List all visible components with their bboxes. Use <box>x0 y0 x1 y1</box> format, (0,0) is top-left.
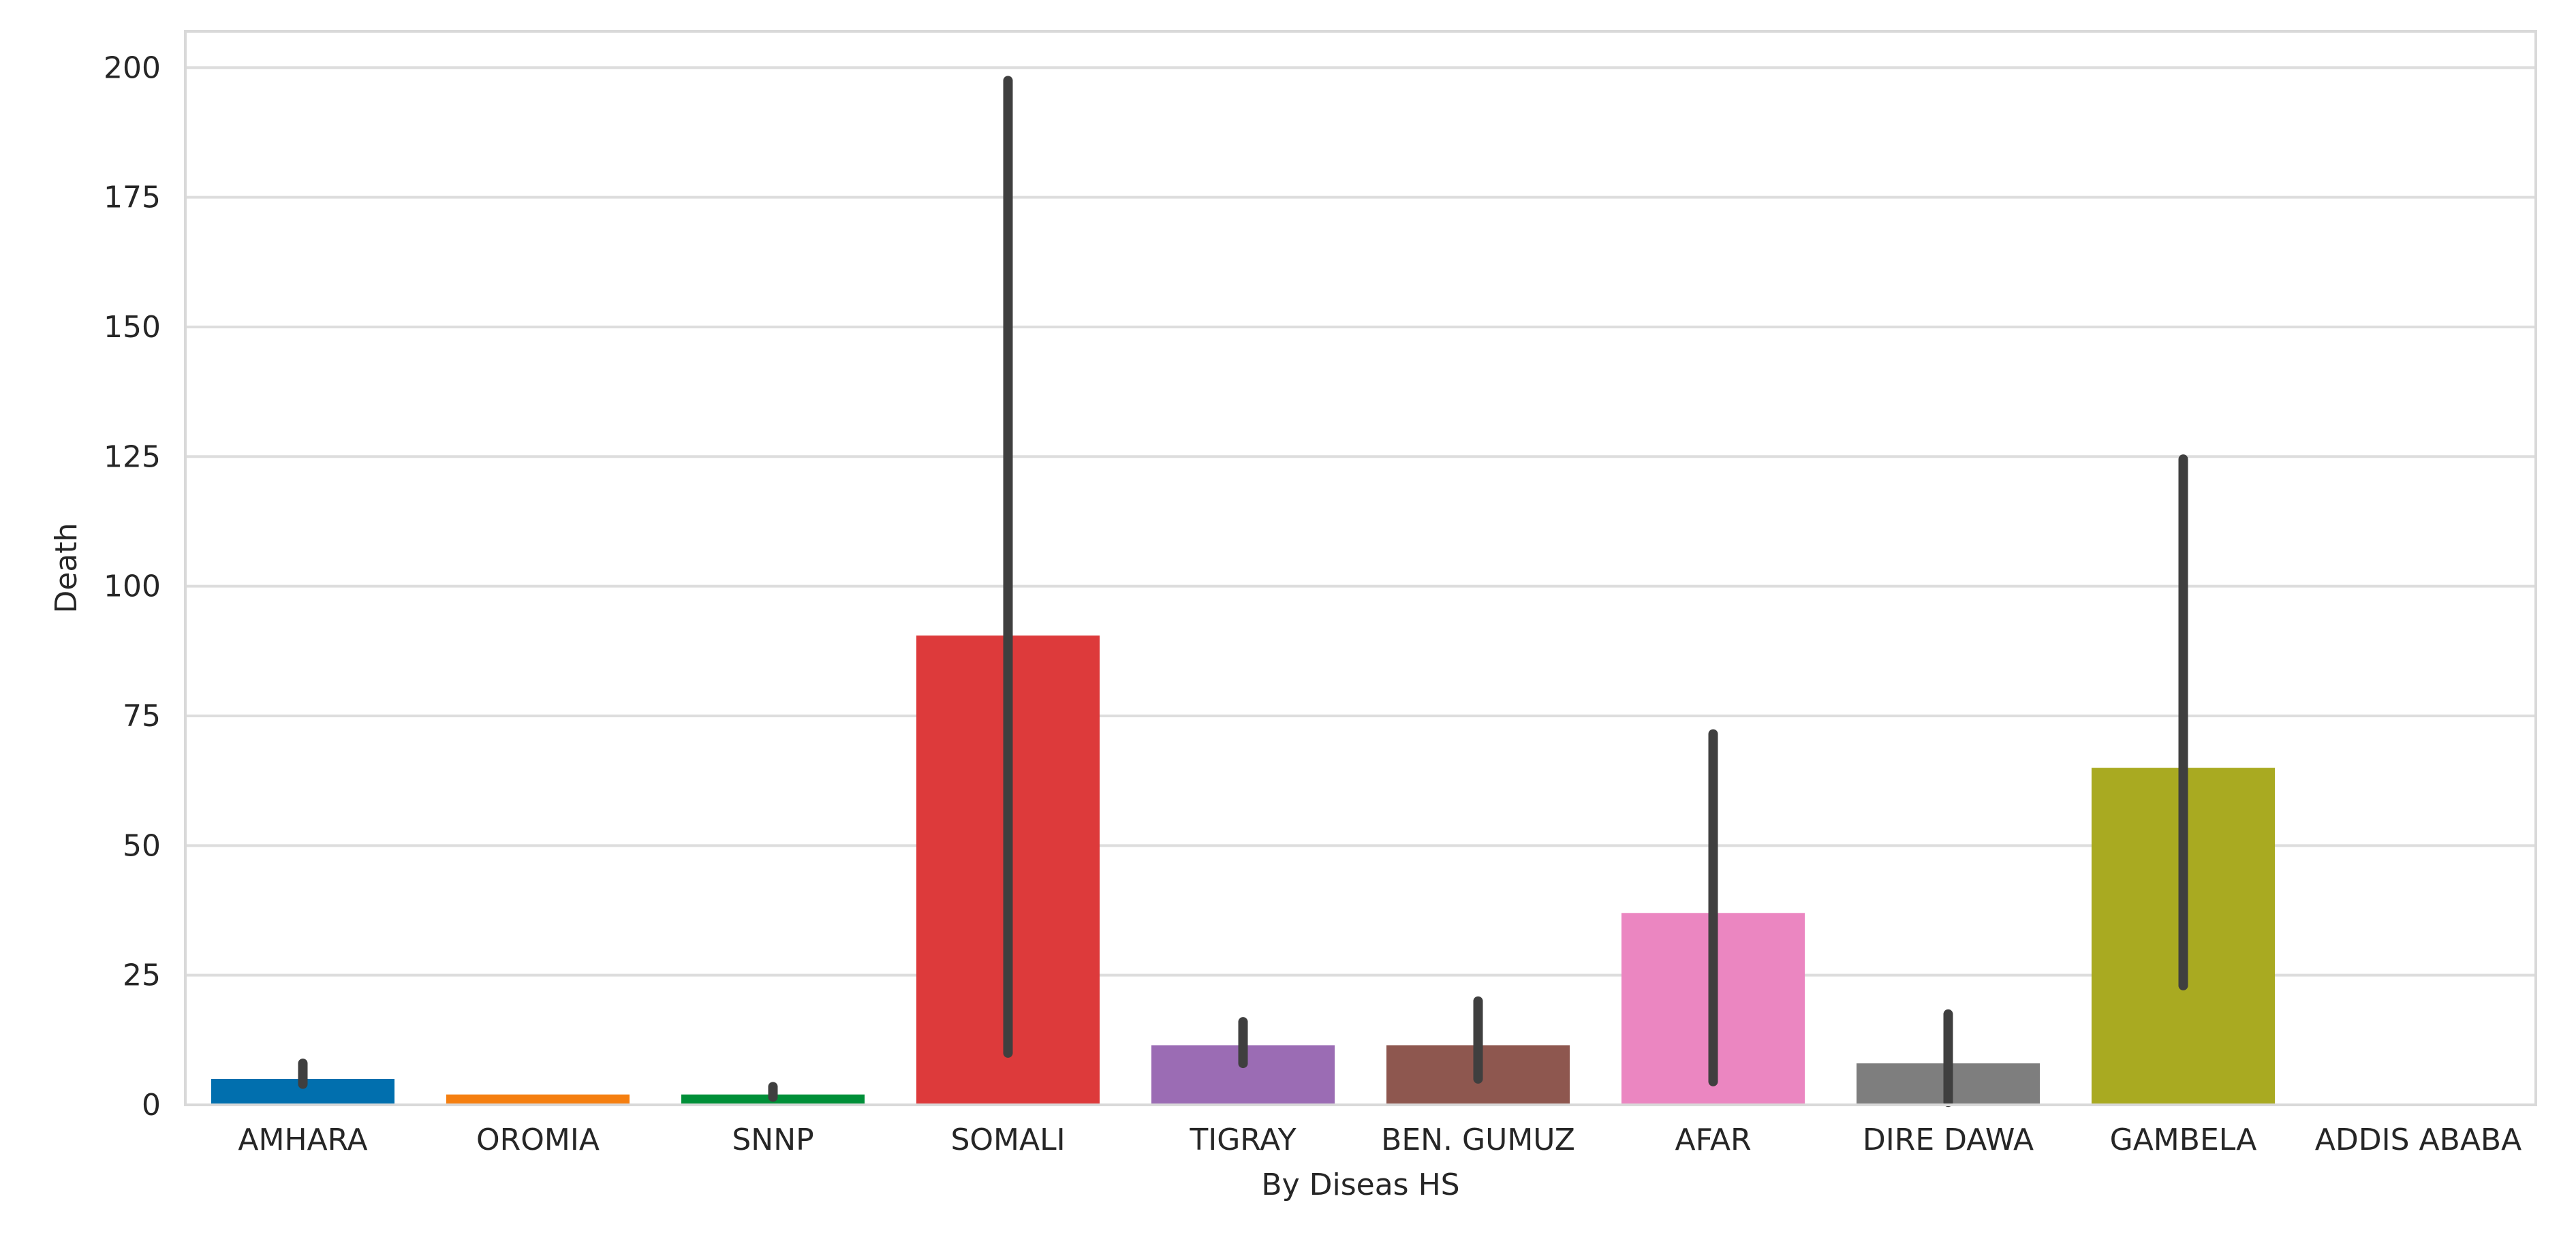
frame <box>184 30 2537 1106</box>
x-tick-label: GAMBELA <box>2110 1123 2257 1157</box>
y-tick-label: 125 <box>104 439 161 474</box>
error-bars <box>298 76 2188 1108</box>
x-tick-label: SNNP <box>732 1123 813 1157</box>
y-ticks: 0 25 50 75 100 125 150 175 200 <box>104 50 161 1123</box>
x-tick-label: TIGRAY <box>1189 1123 1296 1157</box>
x-tick-label: SOMALI <box>950 1123 1065 1157</box>
y-tick-label: 0 <box>142 1088 161 1123</box>
y-tick-label: 50 <box>123 828 161 863</box>
bar-oromia <box>446 1094 630 1105</box>
y-tick-label: 75 <box>123 699 161 734</box>
x-tick-label: OROMIA <box>476 1123 600 1157</box>
y-tick-label: 200 <box>104 50 161 85</box>
x-tick-label: AFAR <box>1675 1123 1751 1157</box>
x-axis-label: By Diseas HS <box>1261 1168 1459 1202</box>
y-tick-label: 100 <box>104 569 161 604</box>
y-tick-label: 150 <box>104 310 161 345</box>
x-tick-label: ADDIS ABABA <box>2315 1123 2521 1157</box>
x-tick-label: BEN. GUMUZ <box>1381 1123 1575 1157</box>
plot-frame <box>184 30 2537 1106</box>
x-tick-label: AMHARA <box>238 1123 367 1157</box>
y-tick-label: 25 <box>123 958 161 993</box>
x-ticks: AMHARA OROMIA SNNP SOMALI TIGRAY BEN. GUMUZ AF… <box>238 1123 2521 1157</box>
grid <box>185 66 2536 1106</box>
x-tick-label: DIRE DAWA <box>1863 1123 2034 1157</box>
y-axis-label: Death <box>49 522 84 613</box>
y-tick-label: 175 <box>104 181 161 215</box>
